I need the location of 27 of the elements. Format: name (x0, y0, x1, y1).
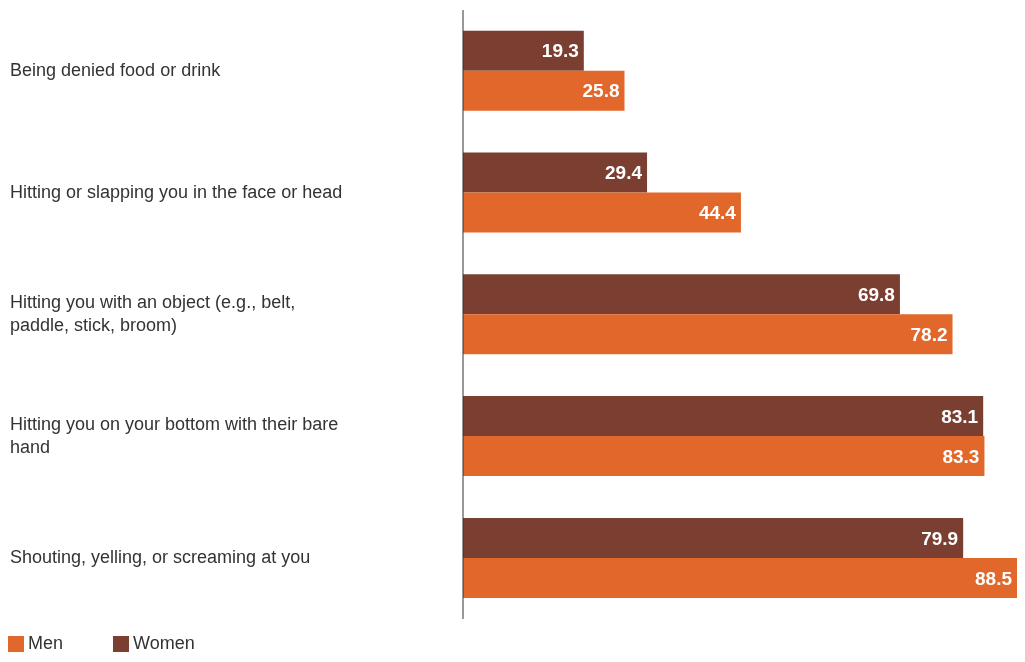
bar (463, 314, 953, 355)
data-label: 29.4 (605, 162, 643, 184)
bar (463, 436, 985, 477)
bar (463, 192, 741, 233)
data-label: 78.2 (910, 324, 948, 346)
legend-label: Women (133, 633, 195, 653)
legend-label: Men (28, 633, 64, 653)
data-label: 44.4 (698, 202, 737, 224)
data-label: 83.1 (941, 405, 979, 427)
data-label: 79.9 (921, 527, 959, 549)
data-label: 88.5 (975, 567, 1013, 589)
bar (463, 396, 984, 437)
bar (463, 557, 1017, 598)
bar (463, 274, 900, 315)
data-label: 19.3 (541, 40, 579, 62)
bar (463, 70, 625, 111)
y-tick-label: Hitting you with an object (e.g., belt, paddle, stick, broom) (10, 291, 296, 335)
bar (463, 30, 584, 71)
y-tick-label: Shouting, yelling, or screaming at you (10, 546, 311, 567)
data-label: 69.8 (857, 284, 895, 306)
data-label: 83.3 (942, 445, 980, 467)
y-tick-label: Being denied food or drink (10, 59, 222, 80)
bar (463, 517, 964, 558)
y-tick-label: Hitting you on your bottom with their bare hand (10, 413, 339, 457)
y-tick-label: Hitting or slapping you in the face or head (10, 181, 343, 202)
bar (463, 152, 648, 193)
data-label: 25.8 (582, 80, 620, 102)
